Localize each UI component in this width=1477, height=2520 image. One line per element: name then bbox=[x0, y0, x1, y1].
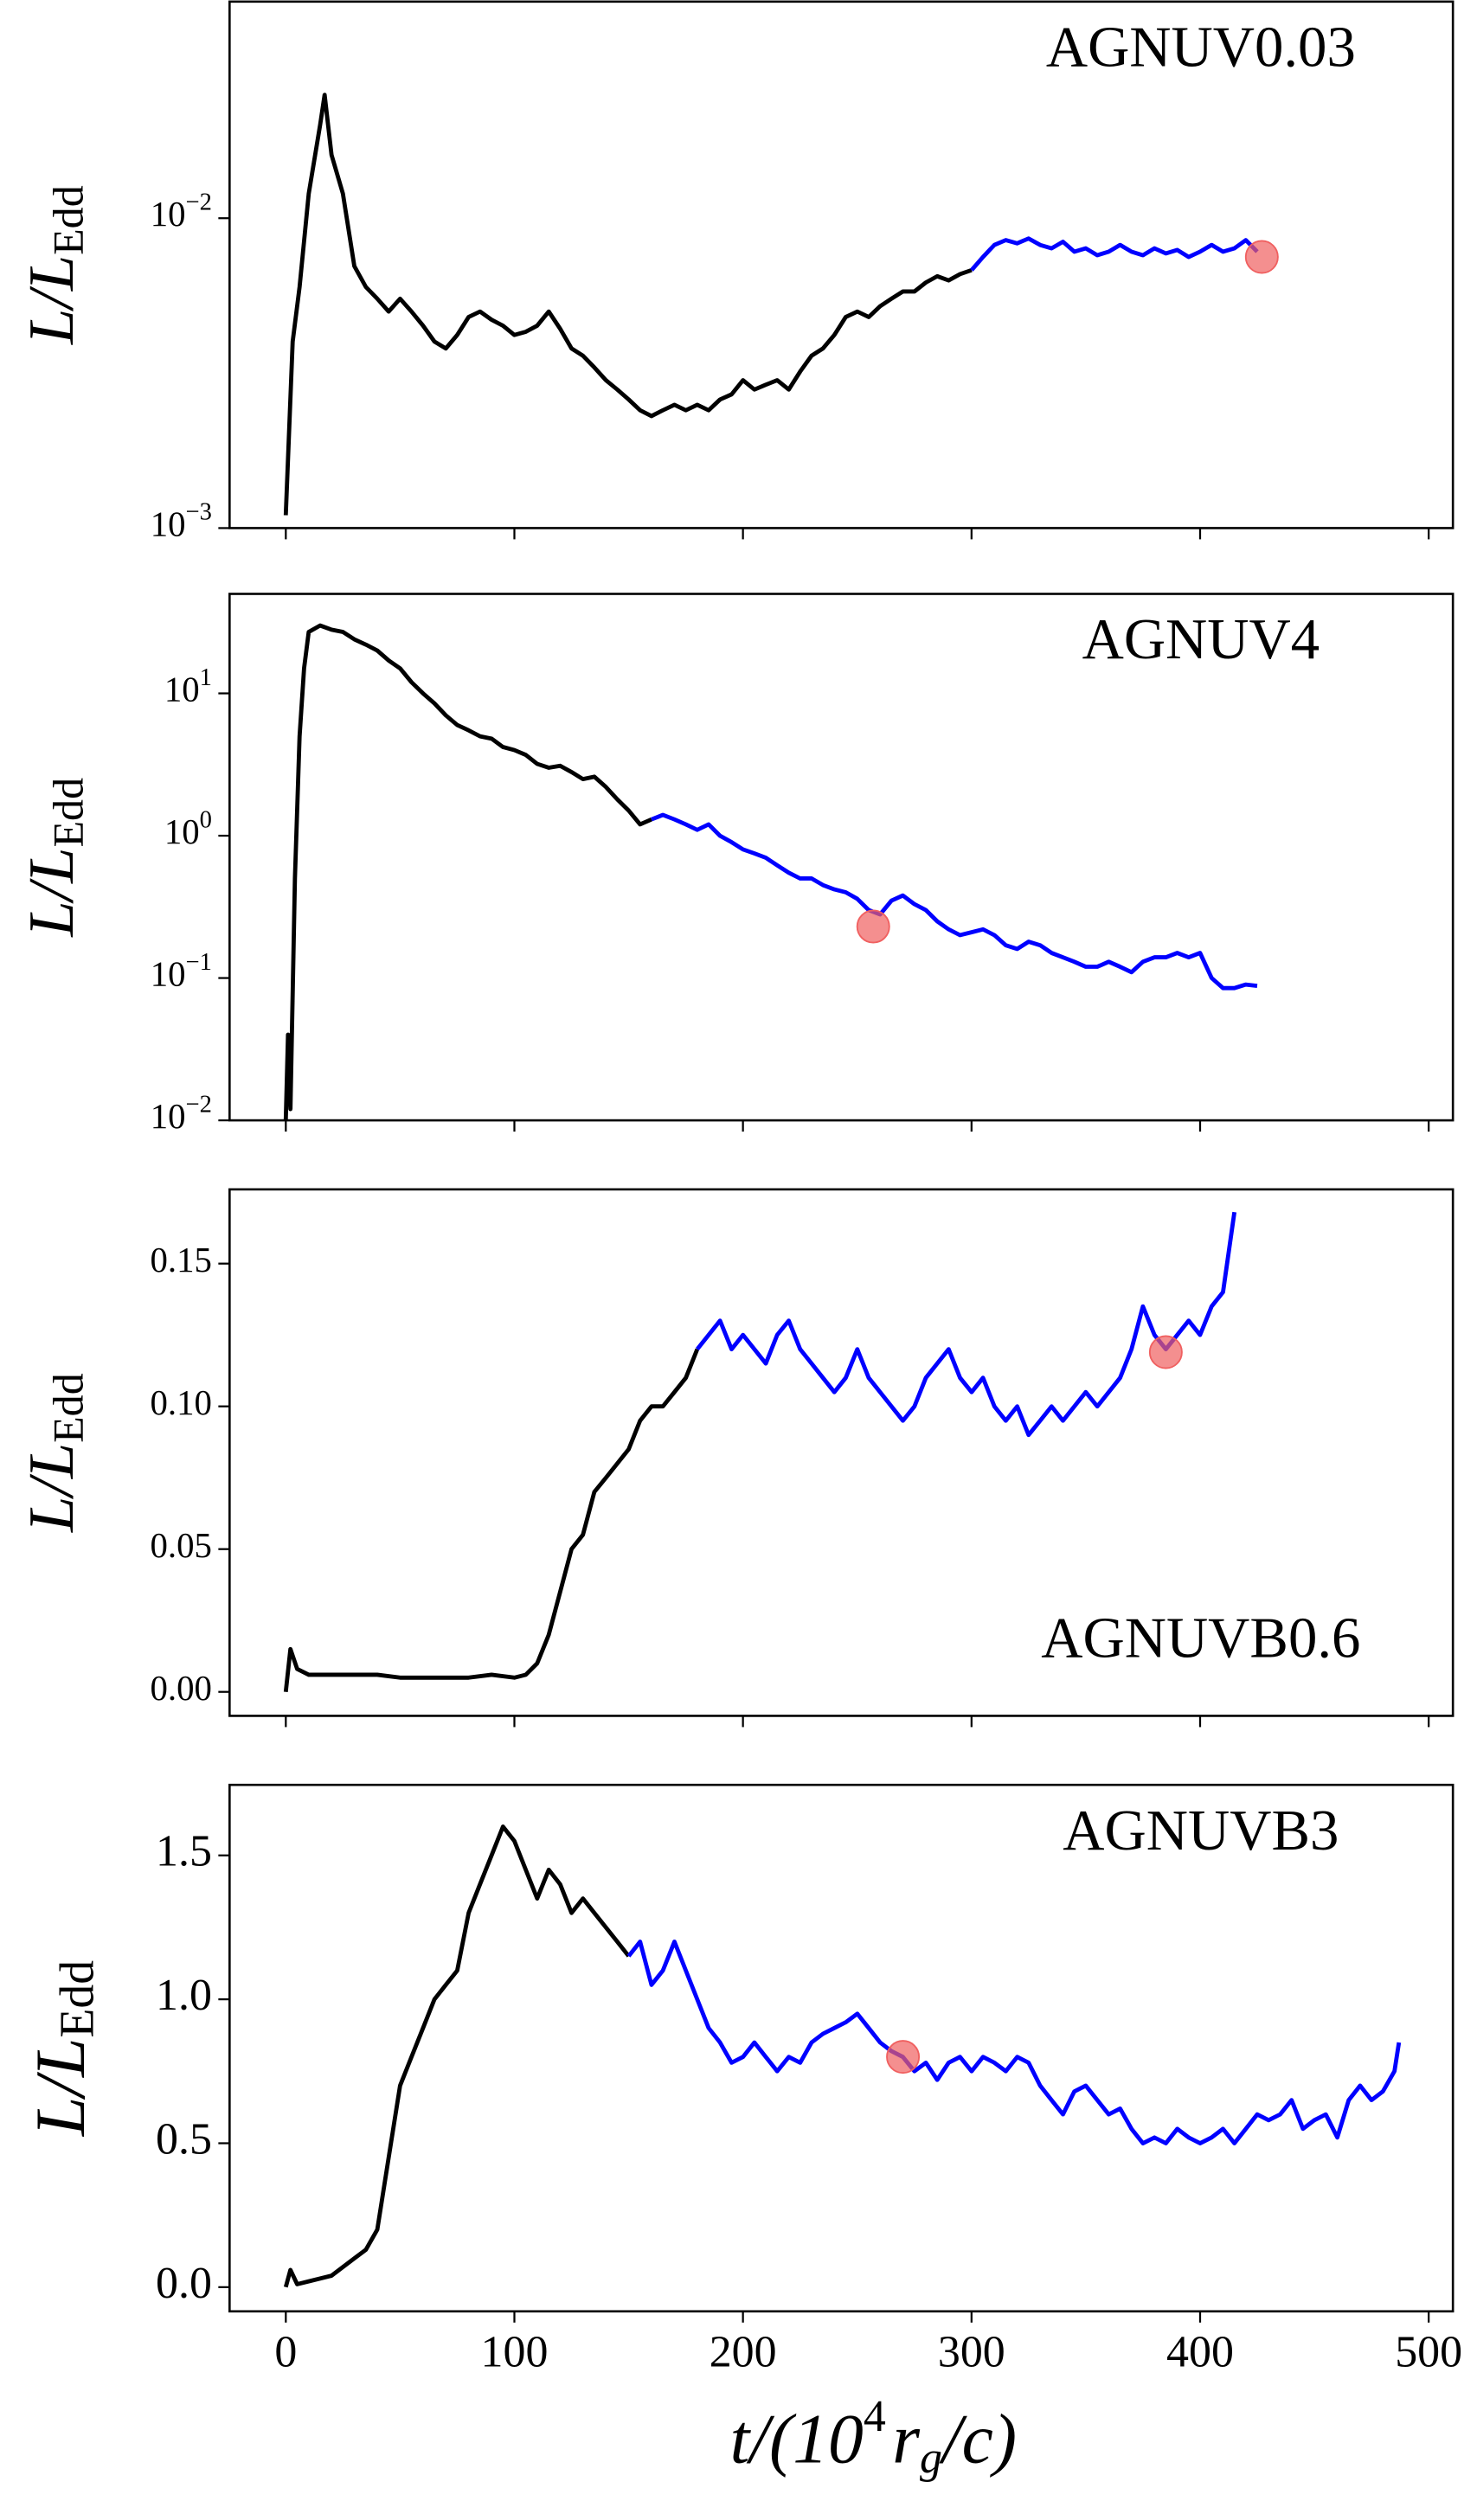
annotation: AGNUV4 bbox=[1082, 607, 1320, 671]
y-tick-label: 0.5 bbox=[156, 2114, 212, 2164]
x-tick-label: 100 bbox=[481, 2328, 549, 2377]
annotation: AGNUVB0.6 bbox=[1041, 1606, 1360, 1670]
tick-exp: 1 bbox=[200, 664, 212, 690]
x-tick-label: 0 bbox=[274, 2328, 297, 2377]
axes-frame bbox=[228, 0, 1455, 529]
tick-exp: −1 bbox=[186, 948, 212, 975]
y-tick-label: 0.15 bbox=[151, 1241, 212, 1279]
point-marker bbox=[1148, 1335, 1183, 1369]
tick-base: 10 bbox=[164, 812, 200, 851]
y-tick-label: 0.00 bbox=[151, 1669, 212, 1708]
y-tick-label: 101 bbox=[164, 664, 212, 709]
axes-frame bbox=[228, 1783, 1455, 2313]
y-label-main: L/L bbox=[16, 848, 87, 938]
y-tick-label: 100 bbox=[164, 806, 212, 851]
y-tick-label: 10−1 bbox=[151, 948, 212, 993]
y-label-main: L/L bbox=[16, 1443, 87, 1533]
x-tick-label: 200 bbox=[710, 2328, 777, 2377]
x-label-part: r bbox=[892, 2399, 920, 2478]
y-tick-label: 0.10 bbox=[151, 1383, 212, 1422]
point-marker bbox=[1244, 240, 1279, 274]
y-label-sub: Edd bbox=[43, 1373, 92, 1443]
y-tick-label: 10−2 bbox=[151, 189, 212, 234]
y-tick-label: 0.05 bbox=[151, 1526, 212, 1565]
point-marker bbox=[886, 2040, 921, 2074]
tick-base: 10 bbox=[164, 670, 200, 709]
y-axis-label: L/LEdd bbox=[16, 185, 92, 345]
tick-exp: −2 bbox=[186, 1091, 212, 1118]
tick-base: 10 bbox=[151, 196, 186, 234]
x-tick-label: 500 bbox=[1395, 2328, 1462, 2377]
x-label-part: t/(10 bbox=[730, 2399, 864, 2478]
y-tick-label: 1.0 bbox=[156, 1971, 212, 2020]
y-label-sub: Edd bbox=[43, 185, 92, 255]
y-axis-label: L/LEdd bbox=[16, 1373, 92, 1533]
line bbox=[695, 1211, 1237, 1438]
y-tick-label: 1.5 bbox=[156, 1827, 212, 1876]
x-label-part: 4 bbox=[864, 2392, 886, 2441]
tick-base: 10 bbox=[151, 955, 186, 994]
y-label-main: L/L bbox=[16, 255, 87, 345]
x-tick-label: 400 bbox=[1166, 2328, 1234, 2377]
line bbox=[283, 1348, 700, 1693]
y-tick-label: 10−2 bbox=[151, 1091, 212, 1136]
axes-frame bbox=[228, 593, 1455, 1122]
y-label-sub: Edd bbox=[50, 1960, 104, 2038]
x-label-part: g bbox=[920, 2433, 942, 2483]
x-axis-label: t/(104 rg/c) bbox=[730, 2392, 1017, 2483]
y-axis-label: L/LEdd bbox=[16, 778, 92, 938]
tick-exp: −2 bbox=[186, 189, 212, 215]
x-label-part: /c) bbox=[939, 2399, 1017, 2478]
tick-base: 10 bbox=[151, 505, 186, 544]
tick-exp: −3 bbox=[186, 498, 212, 525]
tick-exp: 0 bbox=[200, 806, 212, 833]
y-label-sub: Edd bbox=[43, 778, 92, 848]
annotation: AGNUVB3 bbox=[1063, 1799, 1339, 1863]
y-label-main: L/L bbox=[21, 2038, 100, 2137]
tick-base: 10 bbox=[151, 1097, 186, 1136]
point-marker bbox=[856, 909, 890, 944]
x-tick-label: 300 bbox=[938, 2328, 1005, 2377]
y-axis-label: L/LEdd bbox=[21, 1960, 105, 2137]
axes-frame bbox=[228, 1188, 1455, 1717]
y-tick-label: 0.0 bbox=[156, 2259, 212, 2308]
y-tick-label: 10−3 bbox=[151, 498, 212, 543]
line bbox=[651, 812, 1258, 991]
line bbox=[626, 1940, 1402, 2145]
line bbox=[283, 93, 973, 516]
annotation: AGNUV0.03 bbox=[1046, 16, 1356, 80]
line bbox=[970, 236, 1259, 272]
line bbox=[283, 1824, 631, 2288]
line bbox=[283, 623, 652, 1121]
